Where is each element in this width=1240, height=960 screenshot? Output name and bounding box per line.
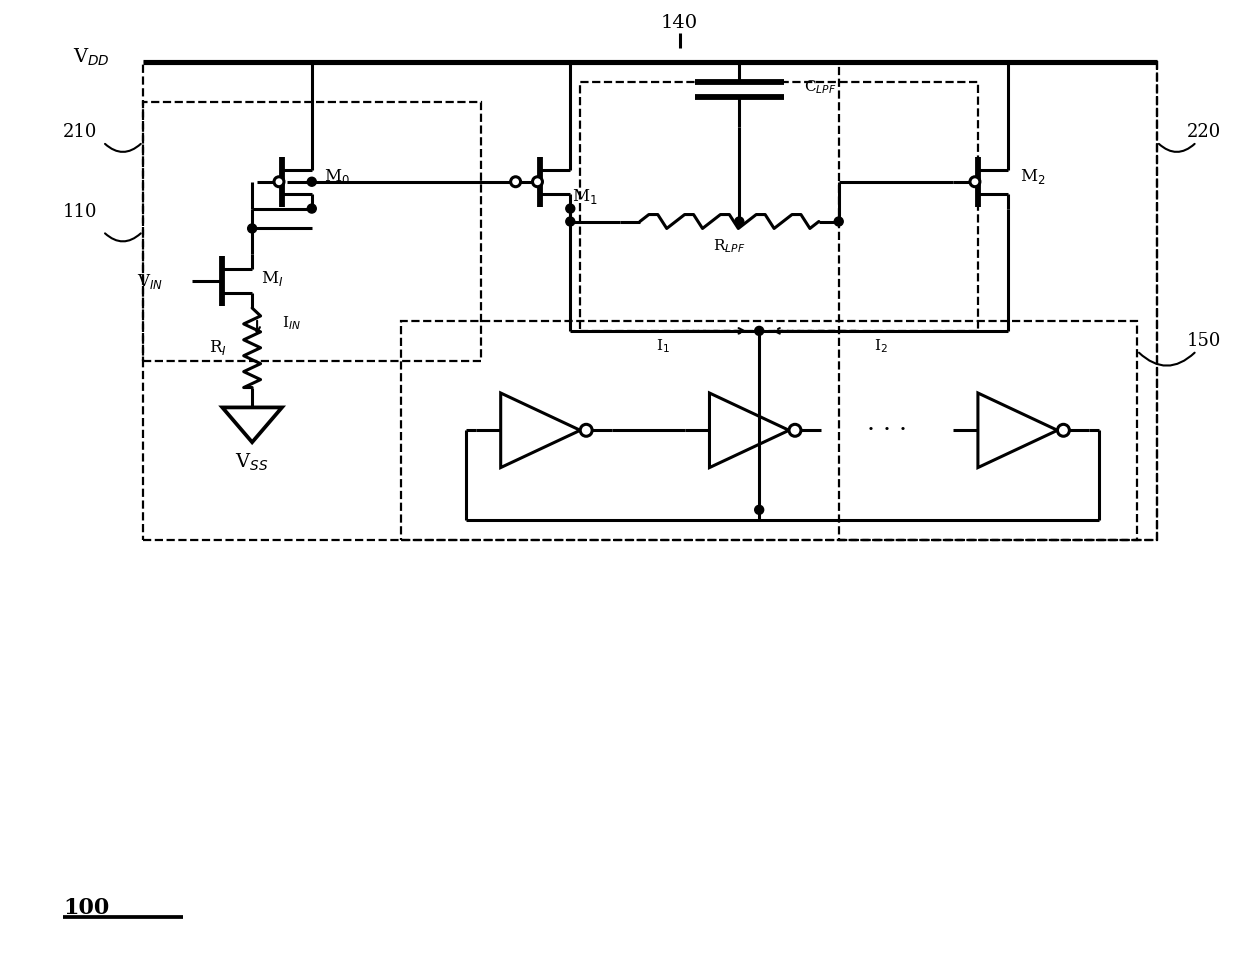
Circle shape [532, 177, 542, 186]
Text: M$_1$: M$_1$ [573, 187, 598, 206]
Circle shape [565, 217, 575, 226]
Circle shape [308, 178, 316, 186]
Bar [143, 62, 1157, 540]
Text: R$_I$: R$_I$ [210, 338, 227, 357]
Circle shape [248, 224, 257, 233]
Bar [838, 62, 1157, 540]
Circle shape [735, 217, 744, 226]
Circle shape [755, 505, 764, 515]
Circle shape [511, 177, 521, 186]
Text: · · ·: · · · [867, 419, 906, 442]
Text: 220: 220 [1187, 123, 1221, 141]
Bar [143, 102, 481, 361]
Circle shape [308, 204, 316, 213]
Circle shape [789, 424, 801, 436]
Circle shape [755, 326, 764, 335]
Text: M$_2$: M$_2$ [1019, 167, 1045, 186]
Text: 210: 210 [63, 123, 98, 141]
Text: M$_I$: M$_I$ [260, 269, 283, 288]
Text: M$_0$: M$_0$ [324, 167, 350, 186]
Circle shape [565, 204, 575, 213]
Bar [580, 83, 978, 331]
Text: I$_{IN}$: I$_{IN}$ [281, 314, 301, 332]
Text: I$_1$: I$_1$ [656, 337, 670, 354]
Text: R$_{LPF}$: R$_{LPF}$ [713, 237, 745, 255]
Text: 110: 110 [63, 203, 98, 221]
Text: V$_{SS}$: V$_{SS}$ [236, 451, 269, 472]
Bar [402, 321, 1137, 540]
Circle shape [580, 424, 593, 436]
Circle shape [274, 177, 284, 186]
Circle shape [970, 177, 980, 186]
Text: 100: 100 [63, 897, 109, 919]
Text: V$_{IN}$: V$_{IN}$ [136, 272, 162, 291]
Text: I$_2$: I$_2$ [873, 337, 888, 354]
Text: V$_{DD}$: V$_{DD}$ [73, 47, 110, 68]
Text: 140: 140 [661, 13, 698, 32]
Circle shape [835, 217, 843, 226]
Text: C$_{LPF}$: C$_{LPF}$ [804, 79, 836, 96]
Text: 150: 150 [1187, 332, 1221, 349]
Circle shape [1058, 424, 1069, 436]
